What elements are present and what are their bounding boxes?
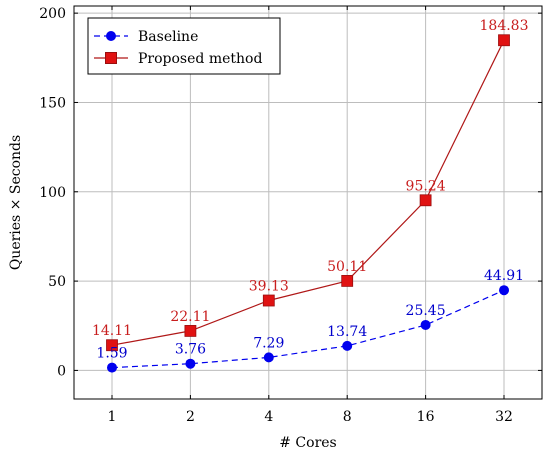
data-label-proposed: 184.83 bbox=[480, 18, 529, 34]
legend-label-baseline: Baseline bbox=[138, 29, 198, 45]
data-label-baseline: 1.59 bbox=[96, 346, 127, 362]
series-line-0 bbox=[111, 289, 505, 369]
point-baseline bbox=[420, 319, 431, 330]
data-label-proposed: 95.24 bbox=[406, 178, 446, 194]
y-tick-label: 150 bbox=[39, 95, 66, 111]
point-baseline bbox=[185, 358, 196, 369]
point-proposed bbox=[184, 325, 197, 337]
plot-frame bbox=[73, 5, 543, 400]
data-label-proposed: 50.11 bbox=[327, 259, 367, 275]
data-label-baseline: 7.29 bbox=[253, 335, 284, 351]
data-label-proposed: 14.11 bbox=[92, 323, 132, 339]
data-label-baseline: 44.91 bbox=[484, 268, 524, 284]
y-tick-label: 100 bbox=[39, 185, 66, 201]
point-baseline bbox=[499, 285, 509, 296]
data-label-baseline: 25.45 bbox=[406, 303, 446, 319]
data-label-baseline: 3.76 bbox=[175, 342, 206, 358]
legend-box bbox=[87, 17, 281, 75]
series-layer bbox=[106, 34, 510, 373]
legend-entry-proposed: Proposed method bbox=[94, 51, 262, 67]
point-baseline bbox=[263, 352, 274, 363]
data-label-proposed: 39.13 bbox=[249, 279, 289, 295]
y-tick-label: 200 bbox=[39, 6, 66, 22]
y-axis-title: Queries × Seconds bbox=[8, 135, 24, 270]
point-proposed bbox=[262, 294, 275, 307]
data-label-proposed: 22.11 bbox=[170, 309, 210, 325]
legend-marker-proposed bbox=[105, 52, 117, 64]
series-line-1 bbox=[111, 39, 505, 346]
legend-marker-baseline bbox=[106, 31, 116, 41]
axis-ticks: 1 2 4 8 16 32 0 50 100 150 200 bbox=[39, 6, 542, 425]
point-proposed bbox=[106, 339, 118, 352]
point-baseline bbox=[342, 340, 353, 351]
x-tick-label: 1 bbox=[108, 409, 117, 425]
data-label-baseline: 13.74 bbox=[327, 324, 367, 340]
y-tick-label: 50 bbox=[48, 274, 66, 290]
x-tick-label: 8 bbox=[343, 409, 352, 425]
data-labels: 1.59 3.76 7.29 13.74 25.45 44.91 14.11 22.11 39.… bbox=[92, 18, 529, 361]
legend-entry-baseline: Baseline bbox=[94, 29, 198, 45]
point-baseline bbox=[107, 362, 117, 373]
legend-label-proposed: Proposed method bbox=[138, 51, 262, 67]
point-proposed bbox=[498, 34, 510, 47]
point-proposed bbox=[419, 194, 432, 207]
x-tick-label: 32 bbox=[495, 409, 513, 425]
point-proposed bbox=[341, 275, 354, 287]
legend: Baseline Proposed method bbox=[87, 17, 281, 75]
y-tick-label: 0 bbox=[57, 363, 66, 379]
x-tick-label: 2 bbox=[186, 409, 195, 425]
x-tick-label: 16 bbox=[417, 409, 435, 425]
x-axis-title: # Cores bbox=[279, 435, 336, 451]
x-tick-label: 4 bbox=[264, 409, 273, 425]
